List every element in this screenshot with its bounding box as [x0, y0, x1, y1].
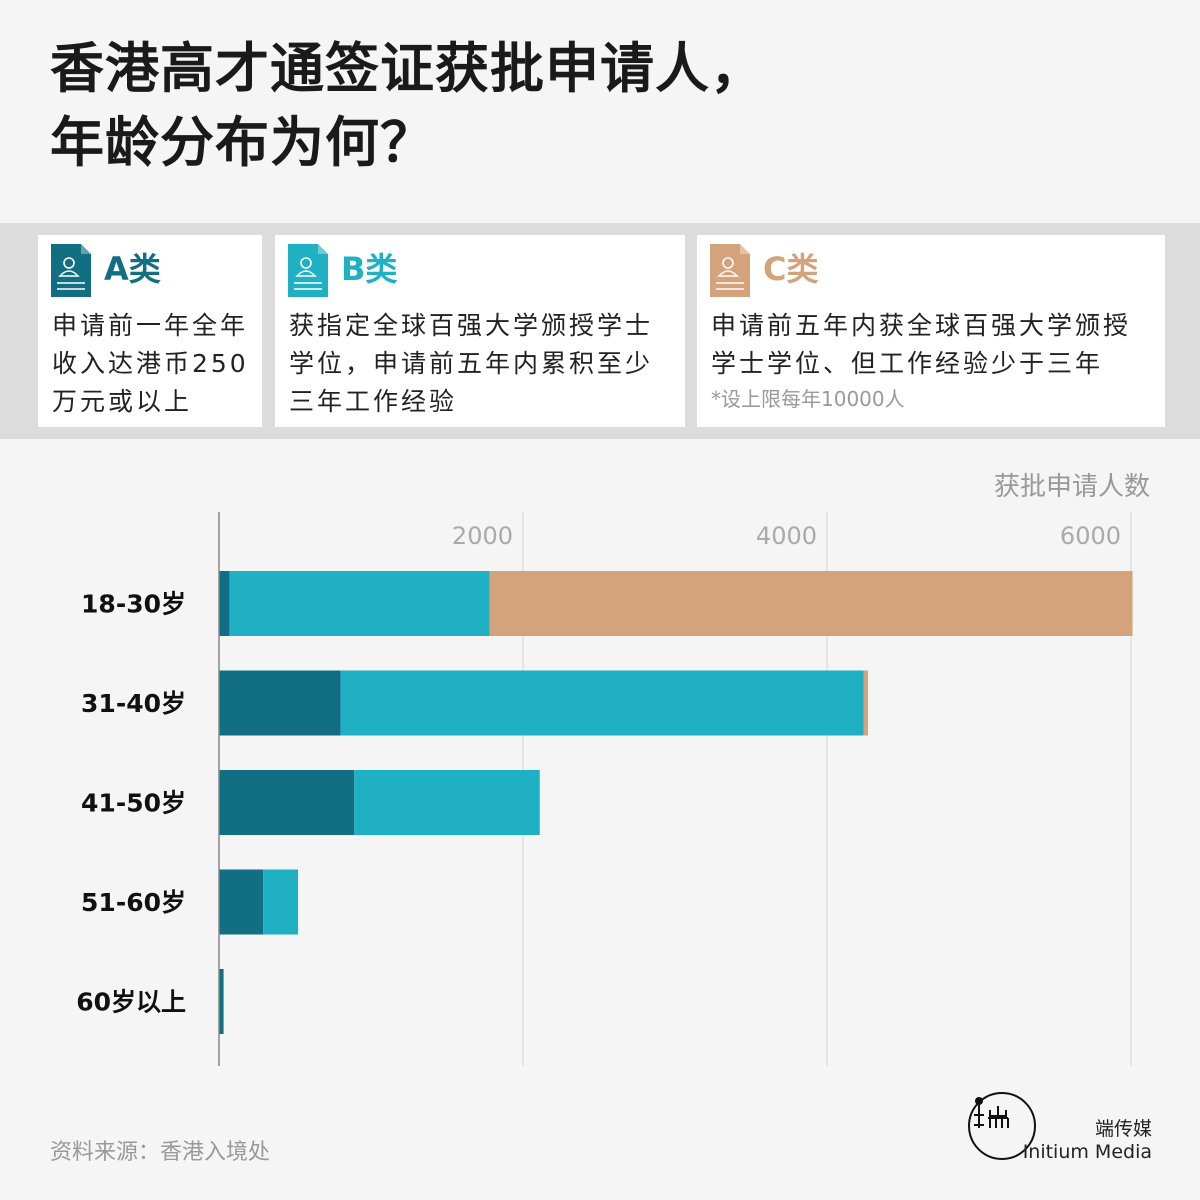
bar-segment [219, 571, 230, 636]
x-axis-unit-label: 获批申请人数 [994, 472, 1150, 502]
category-note: *设上限每年10000人 [711, 387, 905, 411]
x-axis-ticks: 2000 4000 6000 [452, 522, 1121, 550]
brand-name-cn: 端传媒 [1094, 1118, 1152, 1140]
category-tick-label: 60岁以上 [76, 988, 186, 1017]
category-card-a: A类 申请前一年全年 收入达港币250 万元或以上 [38, 235, 262, 427]
description-line: 万元或以上 [52, 387, 193, 416]
title-line-1: 香港高才通签证获批申请人， [50, 37, 765, 100]
bars [219, 571, 1133, 1034]
bar-segment [219, 869, 264, 935]
title-line-2: 年龄分布为何？ [50, 111, 435, 174]
category-tick-label: 18-30岁 [81, 590, 186, 619]
bar-segment [219, 670, 341, 736]
x-tick-label: 2000 [452, 522, 513, 550]
bar-segment [863, 670, 869, 736]
x-tick-label: 4000 [756, 522, 817, 550]
page-title: 香港高才通签证获批申请人， 年龄分布为何？ [50, 32, 1150, 180]
category-description: 申请前一年全年 收入达港币250 万元或以上 [52, 307, 249, 421]
category-card-c: C类 申请前五年内获全球百强大学颁授 学士学位、但工作经验少于三年 *设上限每年… [697, 235, 1165, 427]
stacked-bar-chart: 2000 4000 6000 获批申请人数 18-30岁 31-40岁 41-50岁 51… [76, 472, 1150, 1066]
x-tick-label: 6000 [1060, 522, 1121, 550]
description-line: 申请前五年内获全球百强大学颁授 [711, 311, 1132, 340]
description-line: 获指定全球百强大学颁授学士 [289, 311, 654, 340]
category-description: 获指定全球百强大学颁授学士 学位，申请前五年内累积至少 三年工作经验 [289, 307, 653, 421]
initium-logo-icon [968, 1092, 1036, 1160]
source-note: 资料来源：香港入境处 [50, 1140, 271, 1165]
bar-segment [219, 770, 355, 835]
bar-segment [229, 571, 490, 636]
document-person-icon [288, 244, 328, 297]
category-tick-label: 51-60岁 [81, 888, 186, 917]
category-tick-label: 31-40岁 [81, 689, 186, 718]
description-line: 学士学位、但工作经验少于三年 [711, 349, 1104, 378]
category-label: A类 [104, 250, 161, 288]
category-tick-label: 41-50岁 [81, 789, 186, 818]
brand-name-en: Initium Media [1022, 1141, 1152, 1163]
description-line: 三年工作经验 [289, 387, 458, 416]
description-line: 申请前一年全年 [52, 311, 249, 340]
category-card-b: B类 获指定全球百强大学颁授学士 学位，申请前五年内累积至少 三年工作经验 [275, 235, 685, 427]
category-label: C类 [763, 250, 819, 288]
category-description: 申请前五年内获全球百强大学颁授 学士学位、但工作经验少于三年 [711, 307, 1131, 383]
description-line: 学位，申请前五年内累积至少 [289, 349, 654, 378]
document-person-icon [51, 244, 91, 297]
bar-segment [489, 571, 1133, 636]
bar-segment [354, 770, 540, 835]
description-line: 收入达港币250 [52, 349, 249, 378]
document-person-icon [710, 244, 750, 297]
category-legend-band: A类 申请前一年全年 收入达港币250 万元或以上 B类 获指定全球百强大学颁授… [0, 223, 1200, 439]
bar-segment [263, 869, 299, 935]
y-axis-category-labels: 18-30岁 31-40岁 41-50岁 51-60岁 60岁以上 [76, 590, 186, 1017]
bar-segment [340, 670, 864, 736]
bar-segment [219, 969, 224, 1034]
category-label: B类 [341, 250, 398, 288]
